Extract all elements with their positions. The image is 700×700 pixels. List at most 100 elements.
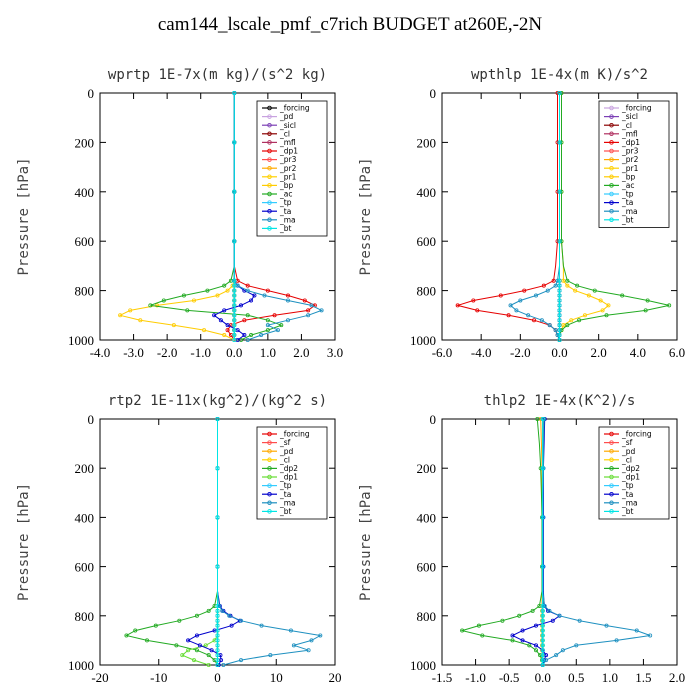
x-tick-label: -4.0 [471,345,492,360]
legend-marker [267,114,272,119]
data-point [604,623,609,628]
series-line [455,93,560,341]
legend-label: _dp1 [279,147,298,156]
data-point [215,416,220,421]
data-point [540,638,545,643]
data-point [215,564,220,569]
data-point [534,643,539,648]
data-point [218,318,223,323]
data-point [575,283,580,288]
legend-marker [609,457,614,463]
legend-label: _bt [621,507,634,516]
legend-marker [609,122,614,128]
data-point [118,313,123,318]
data-point [272,313,277,318]
legend-box [598,100,670,228]
series-line [511,418,561,666]
legend-marker [609,174,614,180]
data-point [232,333,237,338]
data-point [557,613,562,618]
data-point [517,613,522,618]
legend-label: _pr1 [621,164,639,173]
data-point [205,288,210,293]
data-point [535,416,540,421]
plot-frame [99,92,336,341]
data-point [185,308,190,313]
data-point [285,318,290,323]
x-tick-label: -2.0 [157,345,178,360]
data-point [530,608,535,613]
legend-label: _sf [279,438,291,447]
legend-label: _bt [279,507,292,516]
data-point [181,293,186,298]
y-tick-label: 400 [417,510,437,525]
y-tick-label: 800 [75,609,95,624]
data-point [598,298,603,303]
x-tick-label: 3.0 [327,345,343,360]
legend-marker [609,440,614,445]
legend-label: _sicl [621,112,638,121]
data-point [291,643,296,648]
data-point [279,323,284,328]
panel-title: wpthlp 1E-4x(m K)/s^2 [471,67,648,83]
legend: _forcing_sf_pd_cl_dp2_dp1_tp_ta_ma_bt [598,426,670,520]
legend: _forcing_sf_pd_cl_dp2_dp1_tp_ta_ma_bt [256,426,328,520]
data-point [561,278,566,283]
y-tick-label: 200 [417,135,437,150]
legend-label: _tp [621,190,634,199]
series-line [186,419,241,666]
legend-label: _bt [621,215,634,224]
data-point [557,313,562,318]
legend-label: _mfl [621,129,638,138]
data-point [600,308,605,313]
data-point [155,303,160,308]
chart-panel-2: wpthlp 1E-4x(m K)/s^2 Pressure [hPa] -6.0 -… [358,67,685,360]
legend-marker [609,491,614,497]
data-point [245,313,250,318]
legend-marker [267,165,272,171]
legend-label: _forcing [279,430,310,439]
data-point [606,303,611,308]
y-tick-label: 400 [75,185,95,200]
legend-label: _pr3 [279,155,297,164]
data-point [540,663,545,668]
x-tick-label: 0 [214,670,221,685]
data-point [265,288,270,293]
data-point [510,633,515,638]
data-point [574,643,579,648]
data-point [547,608,552,613]
data-point [242,318,247,323]
legend-label: _forcing [621,430,652,439]
legend-label: _tp [279,198,292,207]
panel-title: wprtp 1E-7x(m kg)/(s^2 kg) [108,67,327,83]
legend-marker [267,200,272,205]
data-point [161,298,166,303]
data-point [144,638,149,643]
data-point [215,515,220,520]
data-point [309,638,314,643]
legend-label: _cl [621,455,632,464]
legend-marker [609,483,614,488]
x-tick-label: 4.0 [630,345,646,360]
data-point [532,318,537,323]
data-point [222,308,227,313]
y-tick-label: 1000 [68,658,94,673]
data-point [506,313,511,318]
data-point [232,318,237,323]
y-tick-label: 0 [430,86,437,101]
data-point [203,643,208,648]
data-point [232,288,237,293]
legend-label: _ta [279,207,291,216]
data-point [285,293,290,298]
data-point [306,648,311,653]
data-point [577,318,582,323]
x-tick-label: 2.0 [591,345,607,360]
x-tick-label: -10 [150,670,167,685]
legend-label: _ma [621,498,638,507]
data-point [128,308,133,313]
legend-marker [267,131,272,137]
data-point [249,333,254,338]
data-point [538,653,543,658]
legend-marker [267,431,272,437]
